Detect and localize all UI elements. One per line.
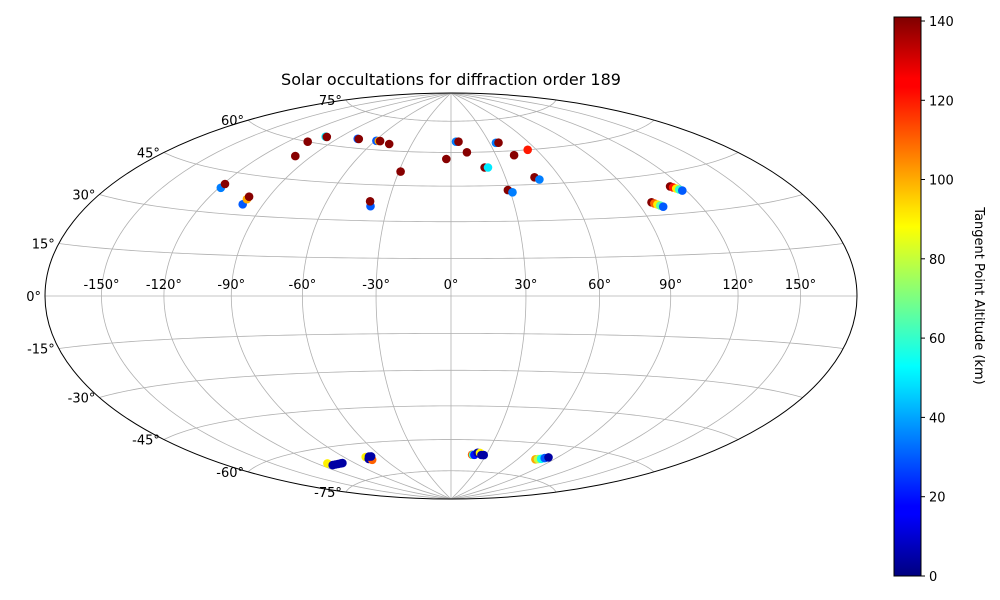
- parallel-line: [247, 119, 655, 153]
- parallel-line: [58, 243, 844, 259]
- occultation-point: [535, 175, 544, 184]
- occultation-point: [220, 179, 230, 189]
- occultation-point: [544, 453, 553, 462]
- longitude-tick-label: -60°: [289, 278, 317, 293]
- data-points: [216, 132, 687, 470]
- longitude-tick-label: 120°: [722, 278, 753, 293]
- colorbar-tick-label: 100: [929, 174, 954, 189]
- occultation-point: [366, 452, 376, 461]
- parallel-line: [345, 99, 557, 122]
- occultation-point: [479, 450, 489, 460]
- occultation-point: [384, 139, 394, 149]
- longitude-tick-label: -30°: [362, 278, 390, 293]
- occultation-point: [303, 137, 313, 146]
- longitude-tick-label: 90°: [659, 278, 682, 293]
- occultation-point: [462, 148, 472, 157]
- occultation-point: [354, 134, 364, 144]
- occultation-point: [483, 163, 493, 172]
- latitude-tick-label: 60°: [221, 114, 244, 129]
- latitude-tick-label: 30°: [72, 189, 95, 204]
- chart-title: Solar occultations for diffraction order…: [281, 70, 621, 89]
- occultation-point: [678, 186, 687, 195]
- latitude-tick-label: 0°: [26, 290, 41, 305]
- colorbar-tick-label: 120: [929, 94, 954, 109]
- longitude-tick-label: -120°: [146, 278, 182, 293]
- colorbar-ticks: 0 20 40 60 80 100 120 140: [921, 15, 954, 585]
- parallel-line: [247, 439, 655, 473]
- occultation-point: [396, 167, 405, 176]
- latitude-tick-label: -75°: [314, 486, 342, 501]
- occultation-point: [375, 136, 385, 146]
- colorbar-tick-label: 20: [929, 491, 946, 506]
- occultation-point: [365, 197, 375, 206]
- occultation-point: [291, 151, 300, 161]
- map-border: [44, 92, 858, 500]
- longitude-tick-label: 0°: [444, 278, 459, 293]
- map-projection: -150° -120° -90° -60° -30° 0° 30° 60° 90° 120° 150…: [26, 92, 858, 501]
- parallel-line: [58, 333, 844, 349]
- colorbar-tick-label: 40: [929, 411, 946, 426]
- latitude-tick-label: -45°: [132, 434, 160, 449]
- longitude-tick-label: 60°: [588, 278, 611, 293]
- colorbar-tick-label: 80: [929, 253, 946, 268]
- latitude-tick-label: 15°: [32, 238, 55, 253]
- latitude-tick-label: -60°: [216, 466, 244, 481]
- latitude-tick-label: -15°: [27, 343, 55, 358]
- occultation-point: [658, 202, 668, 211]
- latitude-tick-label: -30°: [68, 392, 96, 407]
- latitude-tick-label: 75°: [319, 94, 342, 109]
- occultation-point: [523, 145, 532, 155]
- parallel-line: [163, 405, 739, 440]
- colorbar-gradient: [893, 16, 922, 577]
- latitude-tick-label: 45°: [137, 147, 160, 162]
- colorbar-label: Tangent Point Altitude (km): [971, 206, 986, 384]
- parallel-line: [163, 152, 739, 187]
- colorbar-tick-label: 0: [929, 570, 937, 585]
- occultation-point: [508, 188, 517, 197]
- occultation-point: [509, 150, 519, 160]
- occultation-point: [322, 132, 332, 142]
- occultation-point: [442, 154, 451, 164]
- parallel-line: [99, 194, 803, 223]
- longitude-tick-label: 150°: [785, 278, 816, 293]
- gridlines: [45, 93, 857, 499]
- colorbar: 0 20 40 60 80 100 120 140 Tangent Point Altitud…: [893, 15, 986, 585]
- longitude-tick-label: 30°: [514, 278, 537, 293]
- latitude-tick-labels: 75° 60° 45° 30° 15° 0° -15° -30° -45° -60° -75°: [26, 94, 342, 501]
- occultation-point: [338, 458, 347, 468]
- parallel-line: [345, 470, 557, 493]
- colorbar-tick-label: 140: [929, 15, 954, 30]
- occultation-point: [244, 192, 254, 201]
- longitude-tick-label: -150°: [83, 278, 119, 293]
- occultation-point: [454, 137, 463, 146]
- longitude-tick-label: -90°: [217, 278, 245, 293]
- longitude-tick-labels: -150° -120° -90° -60° -30° 0° 30° 60° 90° 120° 150…: [83, 278, 816, 293]
- parallel-line: [99, 369, 803, 398]
- colorbar-tick-label: 60: [929, 332, 946, 347]
- occultation-point: [494, 138, 503, 147]
